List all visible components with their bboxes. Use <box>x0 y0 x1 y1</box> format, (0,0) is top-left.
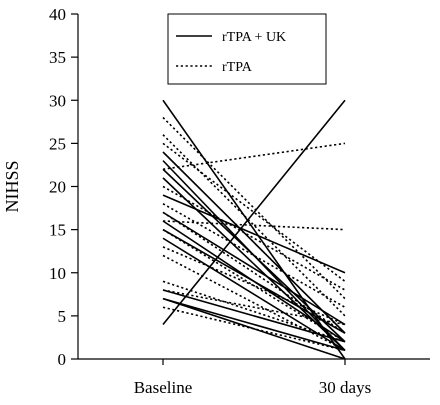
patient-line <box>162 220 346 231</box>
patient-line <box>162 168 346 343</box>
patient-line <box>162 116 346 300</box>
legend-box <box>167 13 327 85</box>
y-tick-label: 20 <box>49 178 66 197</box>
patient-line <box>162 289 346 326</box>
series-layer <box>162 99 346 360</box>
patient-line <box>162 297 346 352</box>
x-tick-label: Baseline <box>134 378 193 397</box>
y-tick-label: 0 <box>58 350 67 369</box>
y-tick-label: 40 <box>49 5 66 24</box>
y-tick-label: 10 <box>49 264 66 283</box>
y-axis-title: NIHSS <box>2 160 22 212</box>
patient-line <box>162 228 346 334</box>
series-rtpa <box>162 116 346 352</box>
y-tick-label: 25 <box>49 134 66 153</box>
y-axis-ticks: 0 5 10 15 20 25 30 35 40 <box>49 5 78 369</box>
patient-line <box>162 203 346 308</box>
patient-line <box>162 99 346 326</box>
patient-line <box>162 134 346 317</box>
y-tick-label: 5 <box>58 307 67 326</box>
patient-line <box>162 185 346 291</box>
legend: rTPA + UK rTPA <box>167 13 327 85</box>
patient-line <box>162 228 346 343</box>
y-tick-label: 30 <box>49 91 66 110</box>
x-axis-ticks: Baseline 30 days <box>134 359 371 397</box>
patient-line <box>162 254 346 352</box>
y-tick-label: 35 <box>49 48 66 67</box>
legend-label: rTPA <box>222 60 253 75</box>
patient-line <box>162 297 346 360</box>
patient-line <box>162 289 346 343</box>
y-tick-label: 15 <box>49 221 66 240</box>
patient-line <box>162 151 346 334</box>
patient-line <box>162 246 346 326</box>
x-tick-label: 30 days <box>319 378 371 397</box>
patient-line <box>162 211 346 326</box>
series-rtpa-uk <box>162 99 346 360</box>
patient-line <box>162 194 346 274</box>
patient-line <box>162 142 346 171</box>
patient-line <box>162 280 346 343</box>
legend-label: rTPA + UK <box>222 30 286 45</box>
